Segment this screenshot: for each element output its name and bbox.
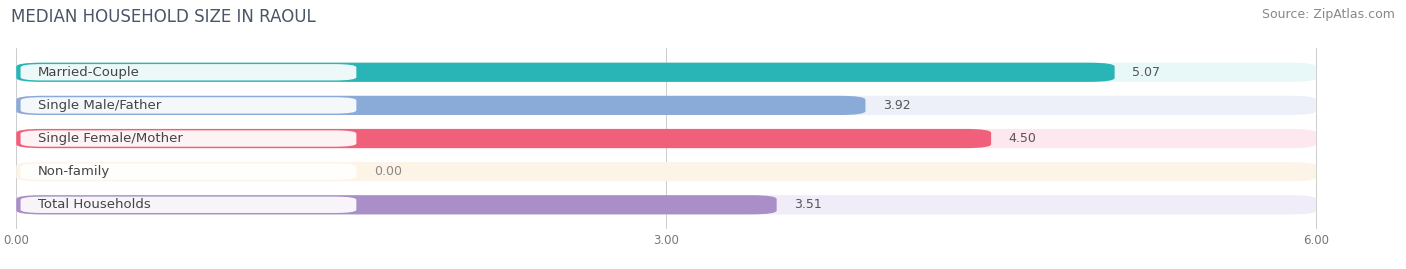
- FancyBboxPatch shape: [17, 63, 1316, 82]
- FancyBboxPatch shape: [17, 96, 1316, 115]
- FancyBboxPatch shape: [21, 130, 356, 147]
- FancyBboxPatch shape: [21, 164, 356, 180]
- Text: Non-family: Non-family: [38, 165, 110, 178]
- Text: 0.00: 0.00: [374, 165, 402, 178]
- Text: MEDIAN HOUSEHOLD SIZE IN RAOUL: MEDIAN HOUSEHOLD SIZE IN RAOUL: [11, 8, 316, 26]
- FancyBboxPatch shape: [17, 129, 1316, 148]
- FancyBboxPatch shape: [17, 195, 776, 214]
- FancyBboxPatch shape: [21, 64, 356, 80]
- FancyBboxPatch shape: [17, 195, 1316, 214]
- FancyBboxPatch shape: [17, 63, 1115, 82]
- Text: 3.51: 3.51: [794, 198, 821, 211]
- Text: Source: ZipAtlas.com: Source: ZipAtlas.com: [1261, 8, 1395, 21]
- Text: Married-Couple: Married-Couple: [38, 66, 139, 79]
- Text: Single Female/Mother: Single Female/Mother: [38, 132, 183, 145]
- FancyBboxPatch shape: [17, 129, 991, 148]
- FancyBboxPatch shape: [21, 97, 356, 114]
- Text: 4.50: 4.50: [1008, 132, 1036, 145]
- FancyBboxPatch shape: [21, 197, 356, 213]
- Text: 5.07: 5.07: [1132, 66, 1160, 79]
- Text: Single Male/Father: Single Male/Father: [38, 99, 162, 112]
- FancyBboxPatch shape: [17, 162, 1316, 181]
- FancyBboxPatch shape: [17, 96, 866, 115]
- Text: 3.92: 3.92: [883, 99, 911, 112]
- Text: Total Households: Total Households: [38, 198, 150, 211]
